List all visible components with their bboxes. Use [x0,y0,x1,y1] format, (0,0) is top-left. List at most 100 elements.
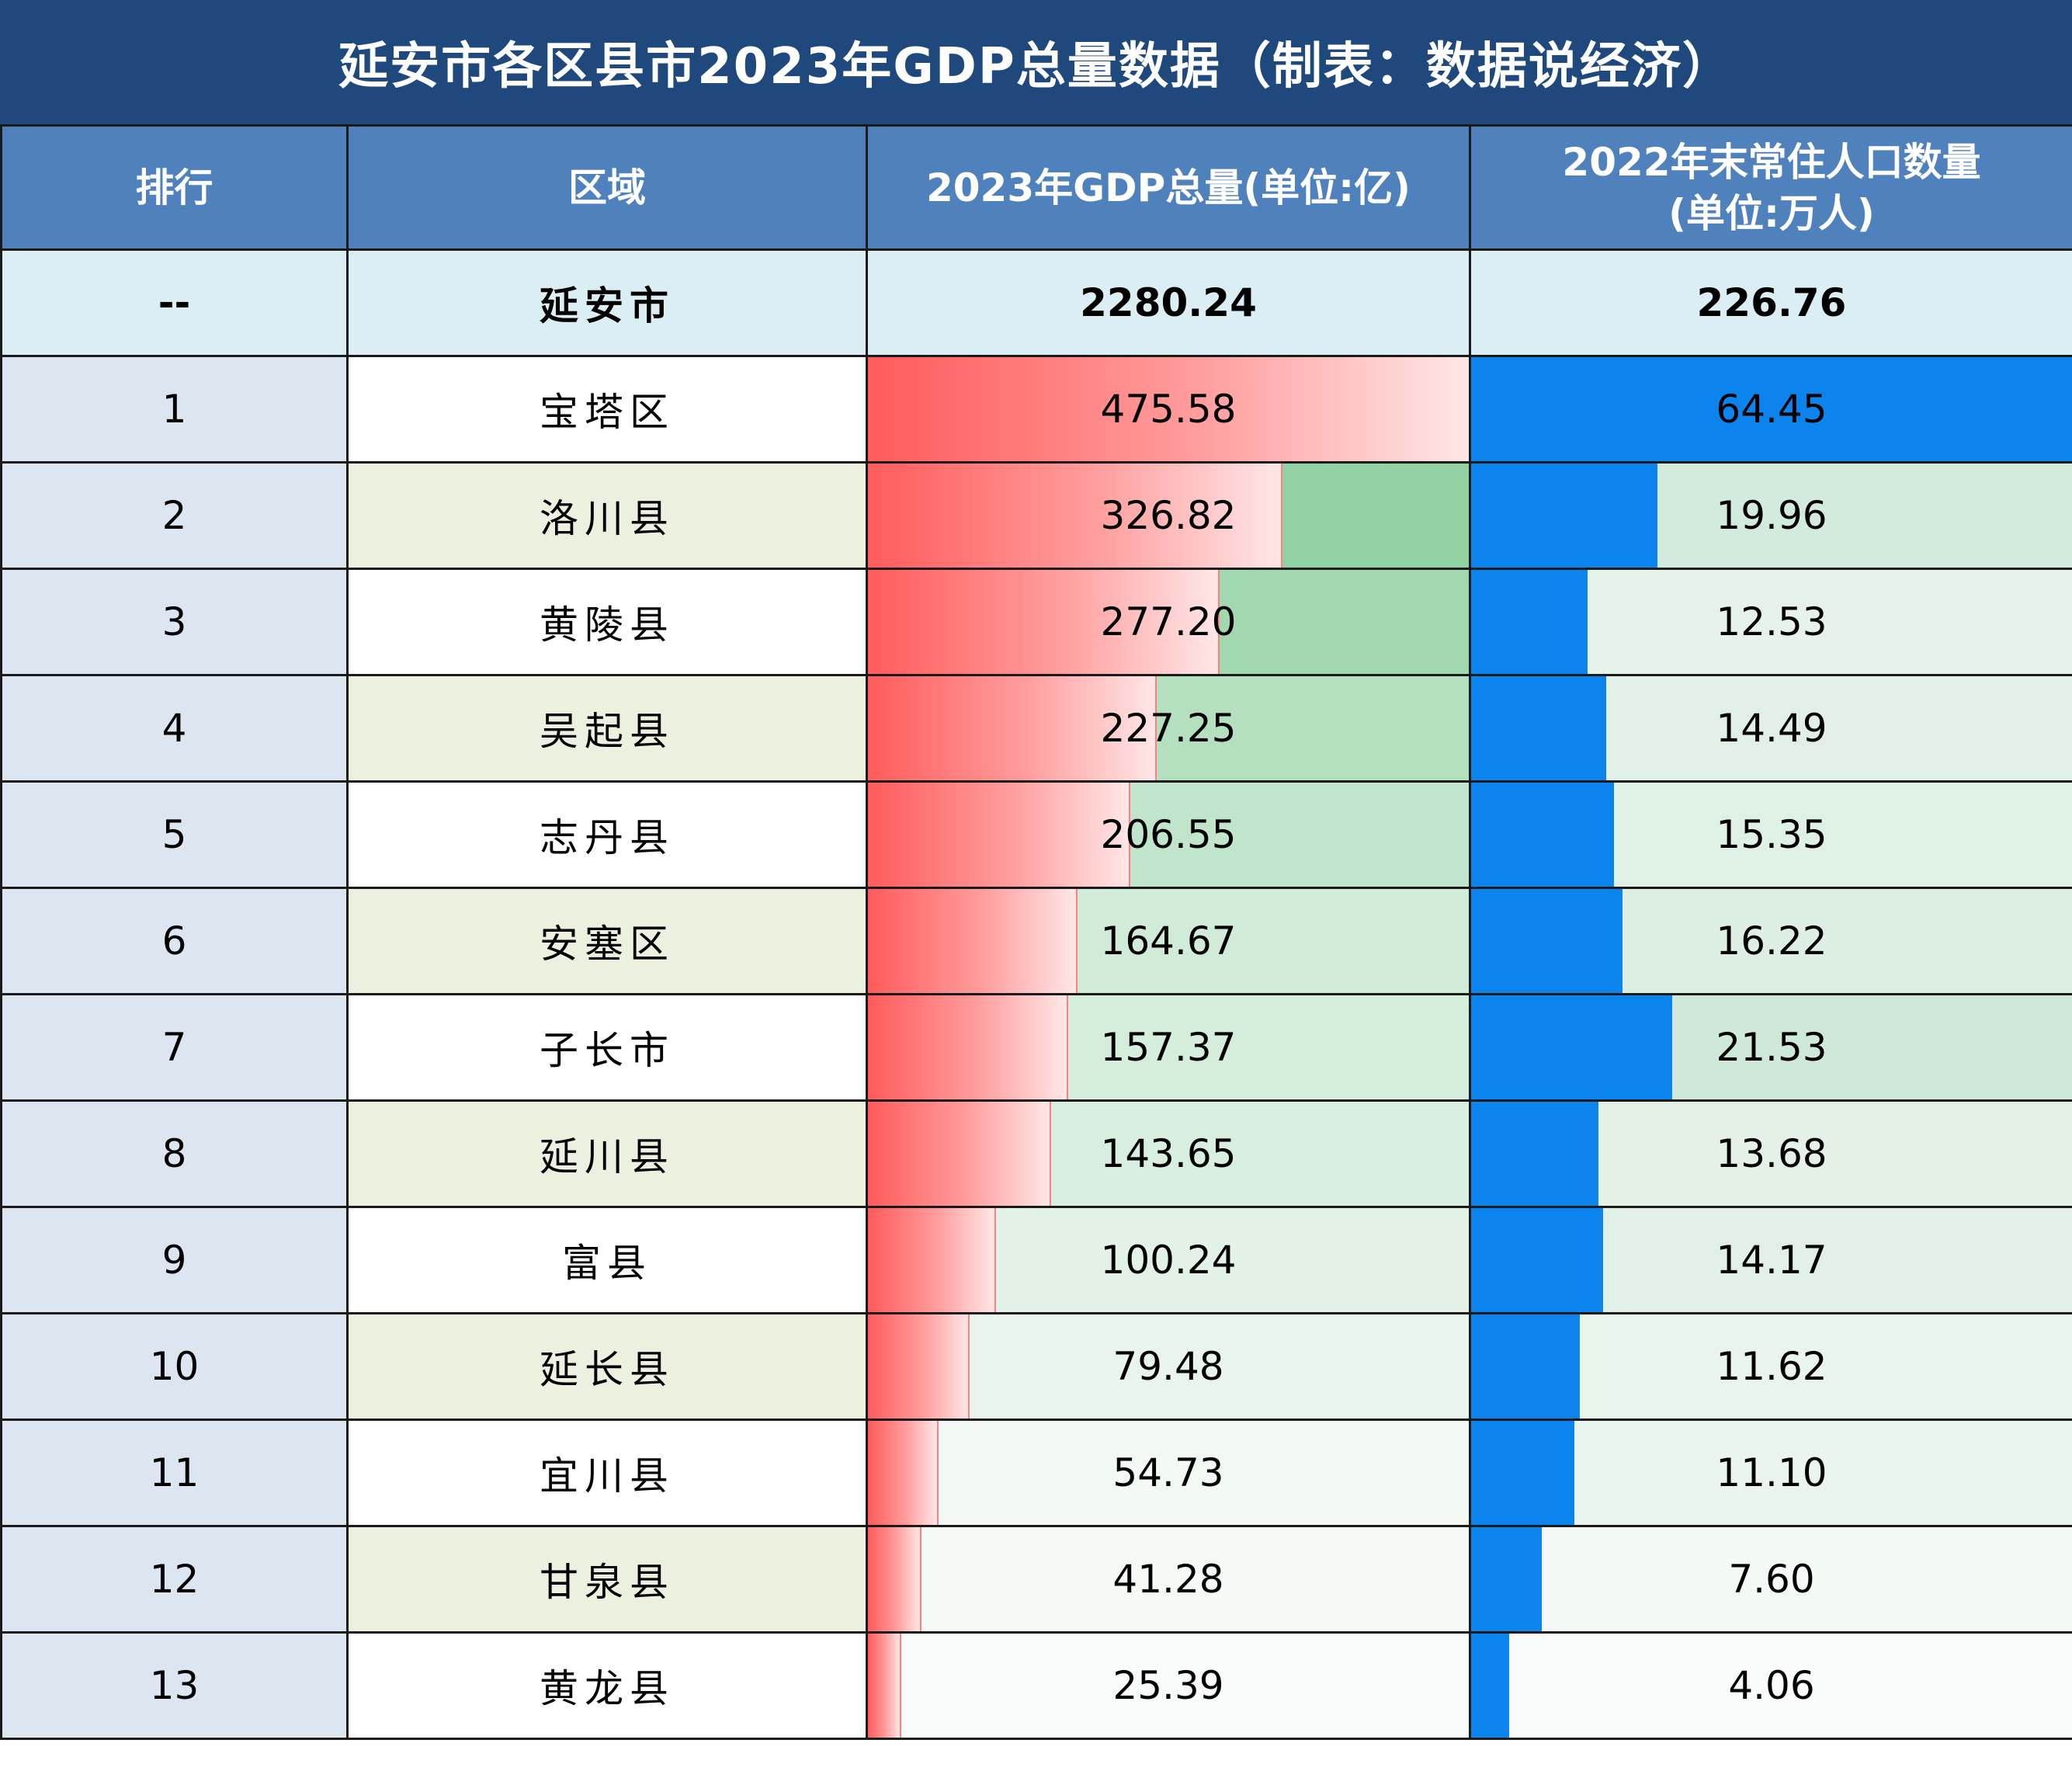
header-gdp[interactable]: 2023年GDP总量(单位:亿) [866,124,1471,251]
region-cell[interactable]: 宝塔区 [346,355,868,464]
gdp-cell[interactable]: 326.82 [866,461,1471,570]
rank-cell[interactable]: 10 [0,1312,349,1421]
rank-cell[interactable]: 8 [0,1099,349,1208]
gdp-cell[interactable]: 206.55 [866,780,1471,889]
pop-value: 11.62 [1716,1344,1827,1389]
pop-cell[interactable]: 7.60 [1469,1525,2072,1634]
pop-bar-background [1657,464,2071,567]
pop-cell[interactable]: 64.45 [1469,355,2072,464]
rank-cell[interactable]: 5 [0,780,349,889]
rank-cell[interactable]: 4 [0,674,349,783]
header-rank[interactable]: 排行 [0,124,349,251]
pop-data-bar [1472,464,1657,567]
pop-cell[interactable]: 4.06 [1469,1631,2072,1740]
rank-cell[interactable]: 3 [0,568,349,676]
gdp-value: 326.82 [1100,493,1237,538]
gdp-bar-background [937,1422,1468,1524]
gdp-data-bar [869,358,1468,460]
rank-cell[interactable]: 9 [0,1206,349,1314]
pop-cell[interactable]: 12.53 [1469,568,2072,676]
table-row: 1 宝塔区 475.58 64.45 [0,355,2072,464]
region-cell[interactable]: 甘泉县 [346,1525,868,1634]
gdp-cell[interactable]: 277.20 [866,568,1471,676]
rank-cell[interactable]: 2 [0,461,349,570]
pop-cell[interactable]: 14.17 [1469,1206,2072,1314]
total-rank[interactable]: -- [0,248,349,357]
pop-bar-background [1598,1103,2071,1205]
gdp-bar-background [968,1315,1468,1418]
table-row: 13 黄龙县 25.39 4.06 [0,1631,2072,1740]
rank-cell[interactable]: 1 [0,355,349,464]
gdp-cell[interactable]: 143.65 [866,1099,1471,1208]
rank-cell[interactable]: 11 [0,1419,349,1527]
pop-data-bar [1472,783,1615,886]
gdp-data-bar [869,1103,1051,1205]
region-cell[interactable]: 安塞区 [346,887,868,995]
gdp-cell[interactable]: 164.67 [866,887,1471,995]
pop-data-bar [1472,890,1623,992]
pop-data-bar [1472,996,1672,1099]
pop-cell[interactable]: 14.49 [1469,674,2072,783]
region-cell[interactable]: 延川县 [346,1099,868,1208]
table-row: 3 黄陵县 277.20 12.53 [0,568,2072,676]
gdp-value: 54.73 [1112,1450,1224,1495]
table-row: 6 安塞区 164.67 16.22 [0,887,2072,995]
region-cell[interactable]: 洛川县 [346,461,868,570]
pop-value: 19.96 [1716,493,1827,538]
region-cell[interactable]: 黄龙县 [346,1631,868,1740]
pop-cell[interactable]: 11.62 [1469,1312,2072,1421]
rank-cell[interactable]: 12 [0,1525,349,1634]
gdp-cell[interactable]: 157.37 [866,993,1471,1102]
rank-cell[interactable]: 6 [0,887,349,995]
gdp-data-bar [869,1315,970,1418]
pop-bar-background [1542,1528,2071,1630]
region-cell[interactable]: 吴起县 [346,674,868,783]
pop-cell[interactable]: 11.10 [1469,1419,2072,1527]
region-cell[interactable]: 黄陵县 [346,568,868,676]
header-region[interactable]: 区域 [346,124,868,251]
gdp-cell[interactable]: 100.24 [866,1206,1471,1314]
pop-data-bar [1472,1528,1543,1630]
header-population[interactable]: 2022年末常住人口数量 (单位:万人) [1469,124,2072,251]
pop-data-bar [1472,1422,1575,1524]
pop-cell[interactable]: 21.53 [1469,993,2072,1102]
gdp-cell[interactable]: 475.58 [866,355,1471,464]
pop-value: 15.35 [1716,812,1827,857]
region-cell[interactable]: 延长县 [346,1312,868,1421]
gdp-cell[interactable]: 41.28 [866,1525,1471,1634]
region-cell[interactable]: 子长市 [346,993,868,1102]
pop-bar-background [1671,996,2071,1099]
pop-data-bar [1472,1315,1580,1418]
pop-value: 14.17 [1716,1238,1827,1283]
header-population-line2: (单位:万人) [1668,190,1875,236]
pop-cell[interactable]: 16.22 [1469,887,2072,995]
gdp-data-bar [869,571,1220,673]
region-cell[interactable]: 富县 [346,1206,868,1314]
table-row: 4 吴起县 227.25 14.49 [0,674,2072,783]
gdp-data-bar [869,1209,997,1311]
gdp-bar-background [1218,571,1468,673]
gdp-cell[interactable]: 25.39 [866,1631,1471,1740]
gdp-cell[interactable]: 227.25 [866,674,1471,783]
total-region[interactable]: 延安市 [346,248,868,357]
pop-value: 7.60 [1728,1557,1815,1602]
pop-value: 16.22 [1716,918,1827,964]
pop-bar-background [1603,1209,2071,1311]
gdp-value: 100.24 [1100,1238,1237,1283]
total-row: -- 延安市 2280.24 226.76 [0,248,2072,357]
region-cell[interactable]: 志丹县 [346,780,868,889]
gdp-bar-background [1067,996,1468,1099]
pop-cell[interactable]: 13.68 [1469,1099,2072,1208]
pop-cell[interactable]: 15.35 [1469,780,2072,889]
gdp-bar-background [1075,890,1468,992]
pop-bar-background [1574,1422,2071,1524]
gdp-cell[interactable]: 54.73 [866,1419,1471,1527]
total-population[interactable]: 226.76 [1469,248,2072,357]
gdp-bar-background [1129,783,1468,886]
gdp-cell[interactable]: 79.48 [866,1312,1471,1421]
region-cell[interactable]: 宜川县 [346,1419,868,1527]
rank-cell[interactable]: 13 [0,1631,349,1740]
rank-cell[interactable]: 7 [0,993,349,1102]
total-gdp[interactable]: 2280.24 [866,248,1471,357]
pop-cell[interactable]: 19.96 [1469,461,2072,570]
